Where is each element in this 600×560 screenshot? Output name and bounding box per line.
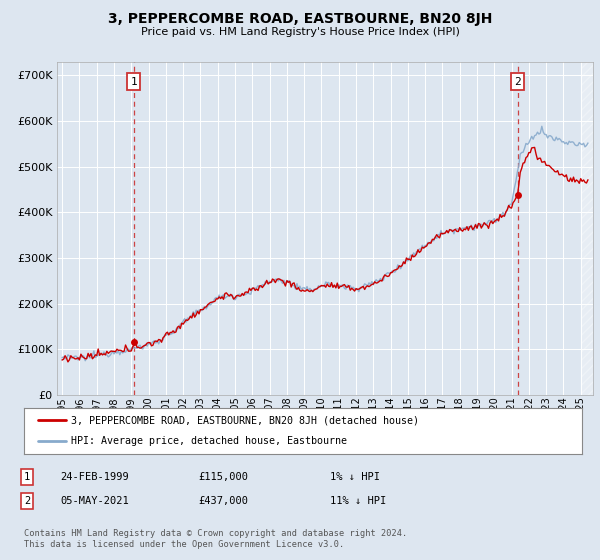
Text: 11% ↓ HPI: 11% ↓ HPI	[330, 496, 386, 506]
Text: 1% ↓ HPI: 1% ↓ HPI	[330, 472, 380, 482]
Text: 1: 1	[24, 472, 30, 482]
Text: 24-FEB-1999: 24-FEB-1999	[60, 472, 129, 482]
Text: 1: 1	[131, 77, 137, 87]
Text: 2: 2	[24, 496, 30, 506]
Text: 3, PEPPERCOMBE ROAD, EASTBOURNE, BN20 8JH: 3, PEPPERCOMBE ROAD, EASTBOURNE, BN20 8J…	[108, 12, 492, 26]
Text: HPI: Average price, detached house, Eastbourne: HPI: Average price, detached house, East…	[71, 436, 347, 446]
Text: 05-MAY-2021: 05-MAY-2021	[60, 496, 129, 506]
Text: Contains HM Land Registry data © Crown copyright and database right 2024.
This d: Contains HM Land Registry data © Crown c…	[24, 529, 407, 549]
Text: 2: 2	[514, 77, 521, 87]
Text: 3, PEPPERCOMBE ROAD, EASTBOURNE, BN20 8JH (detached house): 3, PEPPERCOMBE ROAD, EASTBOURNE, BN20 8J…	[71, 415, 419, 425]
Text: Price paid vs. HM Land Registry's House Price Index (HPI): Price paid vs. HM Land Registry's House …	[140, 27, 460, 37]
Text: £437,000: £437,000	[198, 496, 248, 506]
Text: £115,000: £115,000	[198, 472, 248, 482]
